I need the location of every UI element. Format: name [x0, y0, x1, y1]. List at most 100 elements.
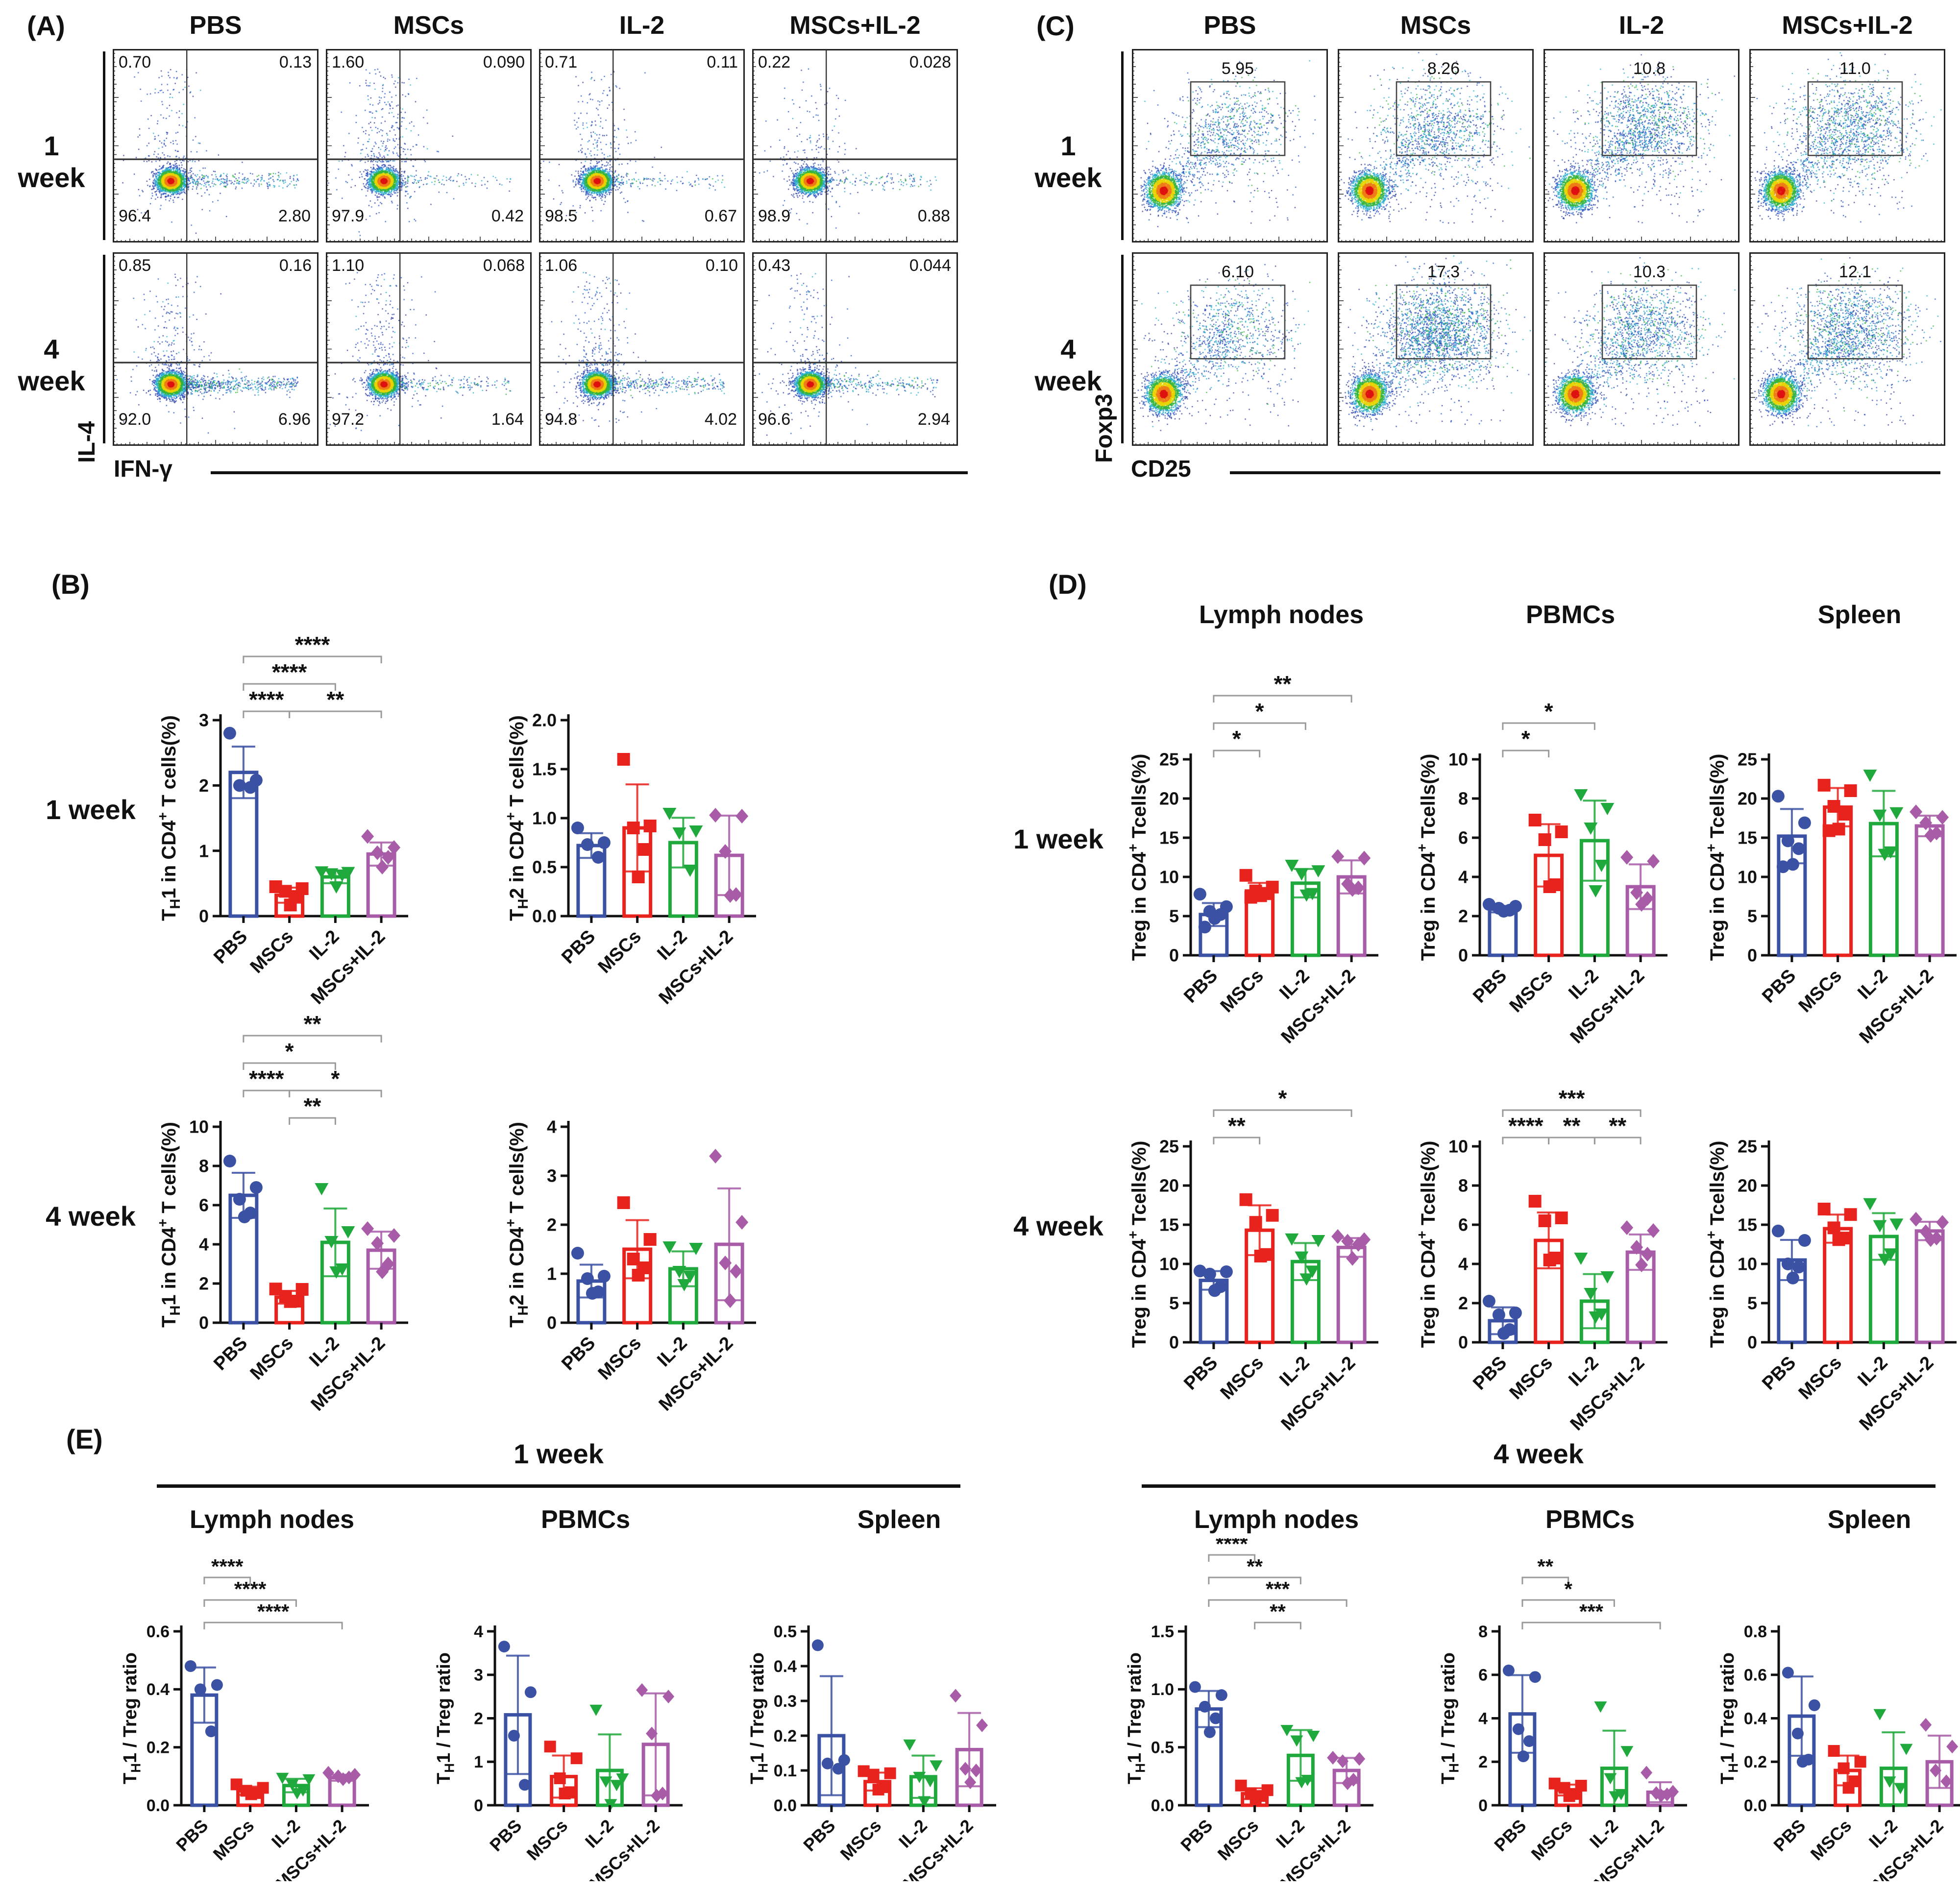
quadrant-upper-left-value: 1.60	[332, 53, 365, 72]
quadrant-upper-right-value: 0.068	[483, 256, 525, 275]
svg-text:1: 1	[199, 841, 209, 861]
svg-text:**: **	[1228, 1113, 1246, 1139]
svg-text:*: *	[331, 1066, 340, 1091]
chart-D-pbmc-1w: * * 0 2 4 6 8 10 Treg in CD4+ Tcells(%) PBS MSCs IL…	[1415, 642, 1671, 1047]
svg-text:**: **	[304, 1093, 321, 1119]
svg-text:5: 5	[1747, 1293, 1757, 1313]
svg-text:MSCs: MSCs	[209, 1816, 258, 1865]
svg-text:0: 0	[1169, 1333, 1179, 1353]
svg-text:IL-2: IL-2	[305, 926, 343, 964]
panel-d-row-label-4week: 4 week	[1013, 1211, 1103, 1241]
scatter-dots-canvas	[539, 252, 745, 446]
svg-text:PBS: PBS	[1469, 966, 1511, 1007]
svg-text:IL-2: IL-2	[653, 1333, 691, 1371]
svg-text:0: 0	[474, 1796, 483, 1815]
gate-percentage-value: 17.3	[1427, 263, 1460, 282]
svg-text:TH1 / Treg ratio: TH1 / Treg ratio	[1125, 1652, 1148, 1784]
svg-text:MSCs: MSCs	[1795, 966, 1846, 1017]
svg-text:IL-2: IL-2	[1275, 1353, 1313, 1390]
svg-text:PBS: PBS	[172, 1816, 212, 1855]
quadrant-lower-right-value: 2.94	[917, 410, 950, 429]
svg-text:****: ****	[295, 632, 330, 657]
svg-text:10: 10	[1738, 867, 1757, 887]
panel-c-row-label-1week: 1 week	[1034, 130, 1102, 193]
scatter-dots-canvas	[1544, 49, 1740, 242]
quadrant-lower-left-value: 94.8	[545, 410, 578, 429]
panel-a-y-axis-label: IL-4	[74, 421, 100, 463]
flow-plot-overlay	[539, 49, 745, 242]
flow-plot-A-4week-PBS: 0.85 0.16 92.0 6.96	[113, 252, 318, 446]
panel-a-row-label-1week: 1 week	[18, 130, 85, 193]
svg-text:0: 0	[199, 1313, 209, 1333]
svg-text:PBS: PBS	[1176, 1816, 1216, 1855]
svg-text:TH1 in CD4+ T cells(%): TH1 in CD4+ T cells(%)	[157, 715, 183, 921]
panel-a-col-header-mscs-il2: MSCs+IL-2	[789, 11, 921, 40]
svg-text:IL-2: IL-2	[581, 1816, 617, 1852]
svg-text:IL-2: IL-2	[305, 1333, 343, 1371]
svg-text:20: 20	[1159, 1176, 1179, 1196]
scatter-dots-canvas	[326, 49, 532, 242]
quadrant-lower-right-value: 0.88	[917, 207, 950, 225]
svg-text:MSCs: MSCs	[594, 926, 645, 977]
svg-text:MSCs: MSCs	[523, 1816, 572, 1865]
svg-text:25: 25	[1738, 750, 1757, 770]
flow-plot-overlay	[1132, 252, 1328, 446]
scatter-dots-canvas	[1132, 252, 1328, 446]
chart-B-th1-1w: **** **** **** ** 0 1 2 3 TH1 in CD4+ T cells(%)…	[155, 603, 412, 1008]
svg-text:****: ****	[272, 659, 307, 685]
svg-text:MSCs: MSCs	[1527, 1816, 1576, 1865]
flow-plot-C-1week-PBS: 5.95	[1132, 49, 1328, 242]
svg-text:PBS: PBS	[1758, 966, 1800, 1007]
panel-e-subtitle-4w-pbmcs: PBMCs	[1545, 1505, 1635, 1534]
svg-text:1: 1	[474, 1753, 483, 1771]
panel-e-subtitle-1w-lymph-nodes: Lymph nodes	[189, 1505, 355, 1534]
panel-b-row-label-1week: 1 week	[46, 794, 136, 825]
svg-text:20: 20	[1738, 1176, 1757, 1196]
svg-text:PBS: PBS	[1758, 1353, 1800, 1394]
panel-e-group-line-4week	[1142, 1484, 1936, 1488]
svg-text:**: **	[1247, 1555, 1263, 1578]
flow-plot-C-4week-MSCs: 17.3	[1338, 252, 1534, 446]
svg-text:0.2: 0.2	[147, 1739, 170, 1757]
svg-text:2.0: 2.0	[532, 710, 557, 730]
chart-E-ln-1w: **** **** **** 0.0 0.2 0.4 0.6 TH1 / Treg ratio…	[118, 1538, 372, 1890]
chart-B-th1-4w: ** * **** * ** 0 2 4 6 8 10 TH1 in CD4+ T cells(%) P…	[155, 1009, 412, 1415]
svg-text:**: **	[326, 687, 344, 712]
chart-B-th2-1w: 0.0 0.5 1.0 1.5 2.0 TH2 in CD4+ T cells(%) PBS…	[503, 603, 760, 1008]
chart-E-spleen-1w: 0.0 0.1 0.2 0.3 0.4 0.5 TH1 / Treg ratio PBS MSC…	[745, 1538, 1000, 1890]
svg-text:0: 0	[547, 1313, 557, 1333]
quadrant-lower-left-value: 97.9	[332, 207, 365, 225]
flow-plot-A-1week-PBS: 0.70 0.13 96.4 2.80	[113, 49, 318, 242]
quadrant-lower-left-value: 96.4	[119, 207, 151, 225]
svg-text:*: *	[1564, 1577, 1572, 1600]
svg-text:PBS: PBS	[210, 926, 251, 968]
panel-c-col-header-pbs: PBS	[1203, 11, 1256, 40]
svg-text:0.4: 0.4	[774, 1657, 797, 1676]
quadrant-upper-right-value: 0.11	[707, 53, 738, 72]
svg-text:Treg in CD4+ Tcells(%): Treg in CD4+ Tcells(%)	[1705, 1141, 1728, 1348]
flow-plot-overlay	[752, 252, 958, 446]
svg-text:****: ****	[257, 1600, 290, 1623]
panel-c-row-label-4week: 4 week	[1034, 334, 1102, 396]
svg-text:4: 4	[1478, 1709, 1488, 1728]
scatter-dots-canvas	[1749, 49, 1945, 242]
svg-text:0: 0	[1478, 1796, 1488, 1815]
flow-plot-overlay	[326, 252, 532, 446]
svg-text:1.5: 1.5	[1151, 1623, 1174, 1641]
svg-text:0.0: 0.0	[1744, 1796, 1767, 1815]
flow-plot-A-1week-IL-2: 0.71 0.11 98.5 0.67	[539, 49, 745, 242]
svg-text:**: **	[1609, 1113, 1626, 1139]
svg-text:4: 4	[474, 1623, 483, 1641]
svg-text:2: 2	[1478, 1753, 1488, 1771]
svg-text:0.0: 0.0	[774, 1796, 797, 1815]
svg-text:****: ****	[249, 687, 284, 712]
flow-plot-overlay	[1544, 49, 1740, 242]
svg-text:Treg in CD4+ Tcells(%): Treg in CD4+ Tcells(%)	[1416, 1141, 1439, 1348]
